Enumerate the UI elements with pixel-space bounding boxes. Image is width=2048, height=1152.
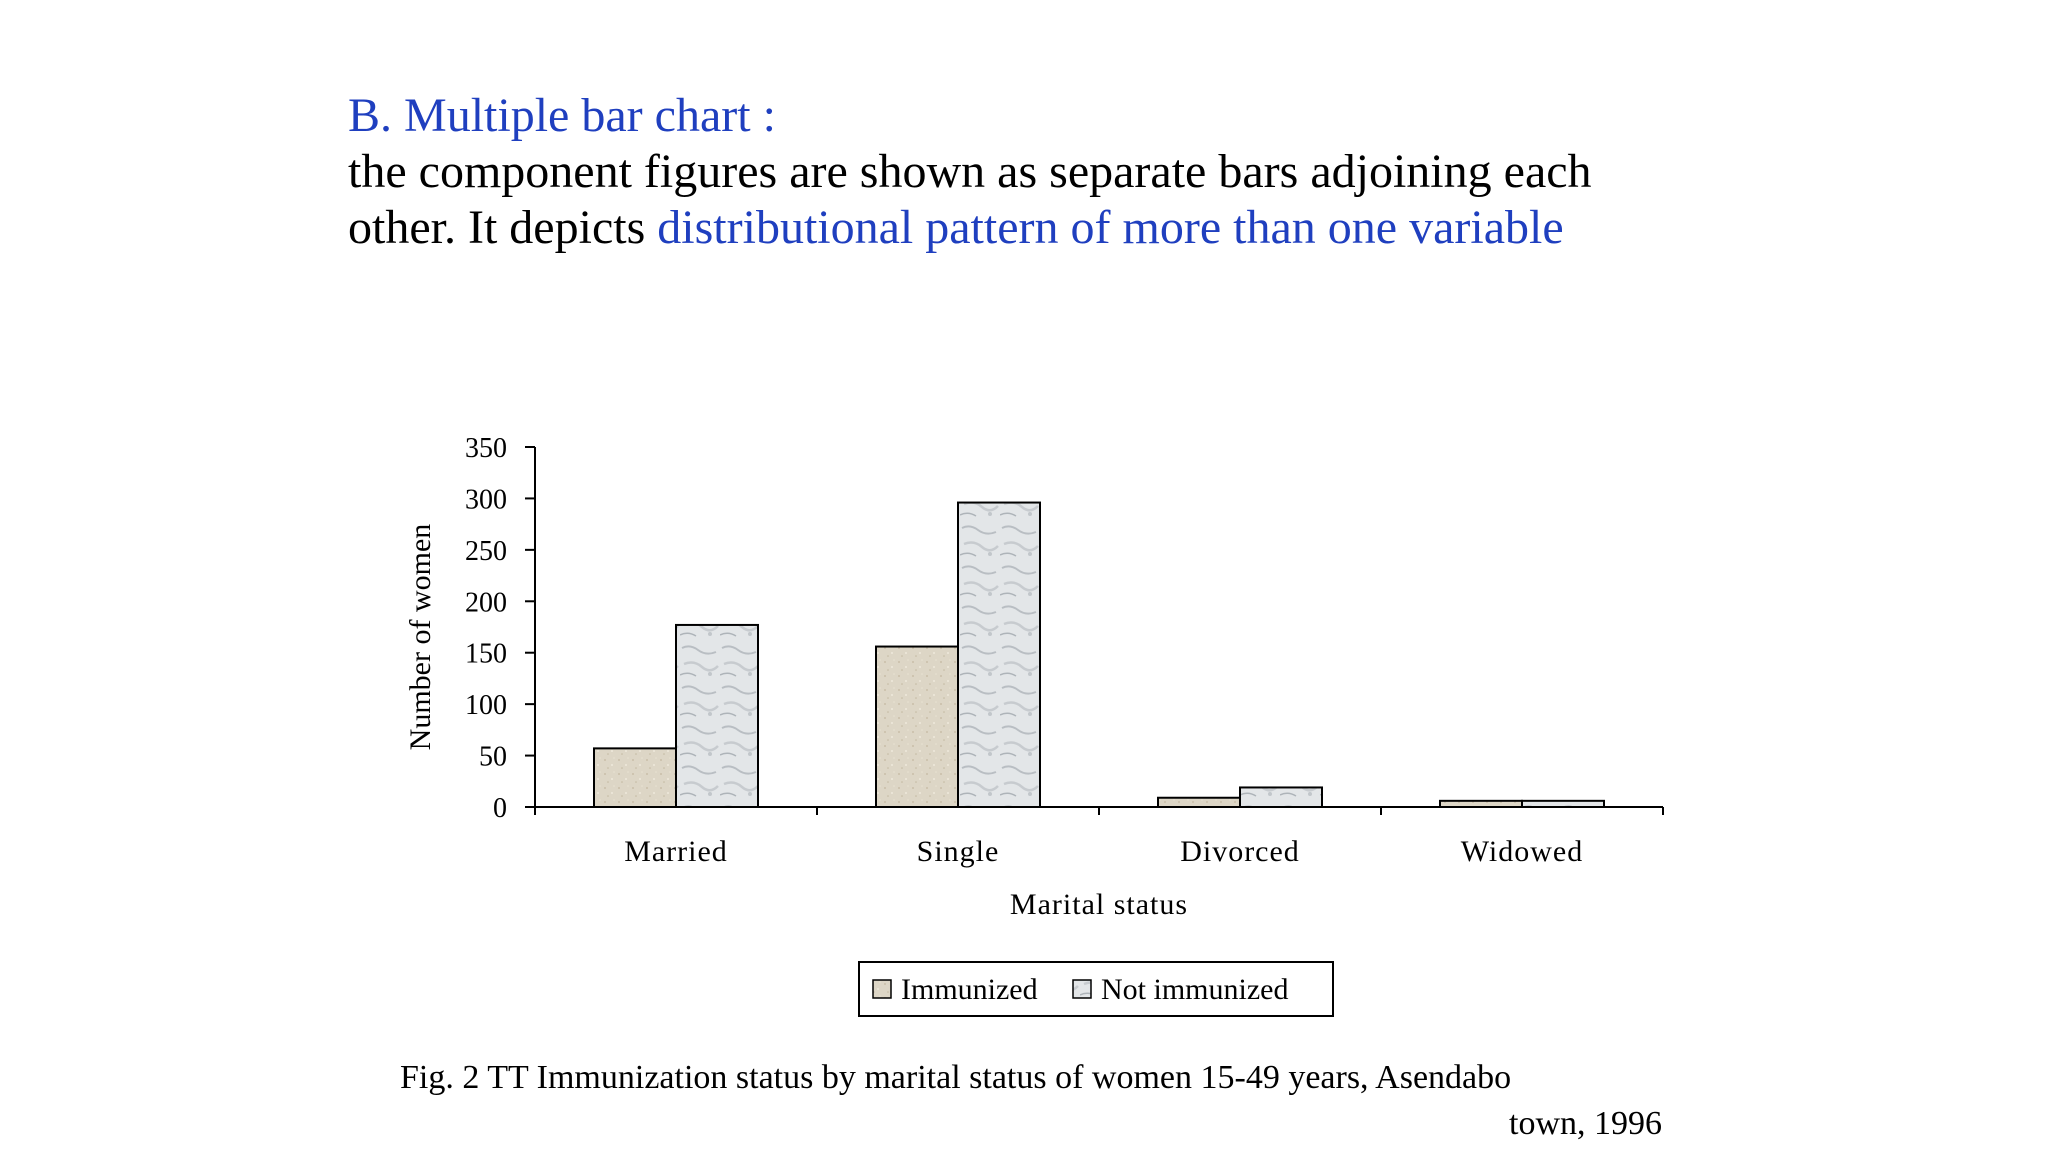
y-axis-label: Number of women bbox=[404, 524, 437, 751]
slide-text-block: B. Multiple bar chart : the component fi… bbox=[348, 88, 1788, 256]
body-line-1: the component figures are shown as separ… bbox=[348, 145, 1592, 198]
legend-swatch-1 bbox=[872, 979, 892, 999]
y-tick-label: 150 bbox=[465, 639, 507, 670]
legend-swatch-2 bbox=[1072, 979, 1092, 999]
legend-label-1: Immunized bbox=[901, 973, 1038, 1006]
chart-bars bbox=[593, 501, 1605, 809]
bar-immunized-single bbox=[875, 645, 959, 808]
caption-line-1: Fig. 2 TT Immunization status by marital… bbox=[400, 1059, 1512, 1096]
x-tick-label: Divorced bbox=[1180, 835, 1300, 868]
y-tick-label: 350 bbox=[465, 433, 507, 464]
x-axis-label: Marital status bbox=[1010, 888, 1188, 921]
bar-not-immunized-widowed bbox=[1521, 799, 1605, 808]
body-line-2-prefix: other. It depicts bbox=[348, 201, 658, 254]
x-tick-label: Widowed bbox=[1461, 835, 1583, 868]
caption-line-2: town, 1996 bbox=[1509, 1105, 1662, 1142]
y-tick-label: 50 bbox=[479, 742, 507, 773]
bar-not-immunized-single bbox=[957, 501, 1041, 808]
bar-immunized-divorced bbox=[1157, 796, 1241, 809]
body-line-2-highlight: distributional pattern of more than one … bbox=[657, 201, 1564, 254]
chart-legend: Immunized Not immunized bbox=[858, 961, 1334, 1017]
figure-caption: Fig. 2 TT Immunization status by marital… bbox=[400, 1055, 1662, 1147]
y-tick-label: 200 bbox=[465, 587, 507, 618]
bar-immunized-widowed bbox=[1439, 799, 1523, 808]
body-line-2: other. It depicts distributional pattern… bbox=[348, 200, 1788, 256]
y-tick-label: 300 bbox=[465, 484, 507, 515]
x-tick-label: Married bbox=[624, 835, 728, 868]
bar-not-immunized-married bbox=[675, 623, 759, 809]
y-tick-label: 0 bbox=[493, 793, 507, 824]
y-tick-label: 100 bbox=[465, 690, 507, 721]
bar-not-immunized-divorced bbox=[1239, 786, 1323, 809]
x-tick-label: Single bbox=[917, 835, 1000, 868]
slide-heading: B. Multiple bar chart : bbox=[348, 89, 776, 142]
chart-labels: 0 50 100 150 200 250 300 350 Married Single Divorc… bbox=[404, 433, 1583, 921]
legend-box bbox=[858, 961, 1334, 1017]
y-tick-label: 250 bbox=[465, 536, 507, 567]
bar-immunized-married bbox=[593, 747, 677, 808]
legend-label-2: Not immunized bbox=[1101, 973, 1288, 1006]
